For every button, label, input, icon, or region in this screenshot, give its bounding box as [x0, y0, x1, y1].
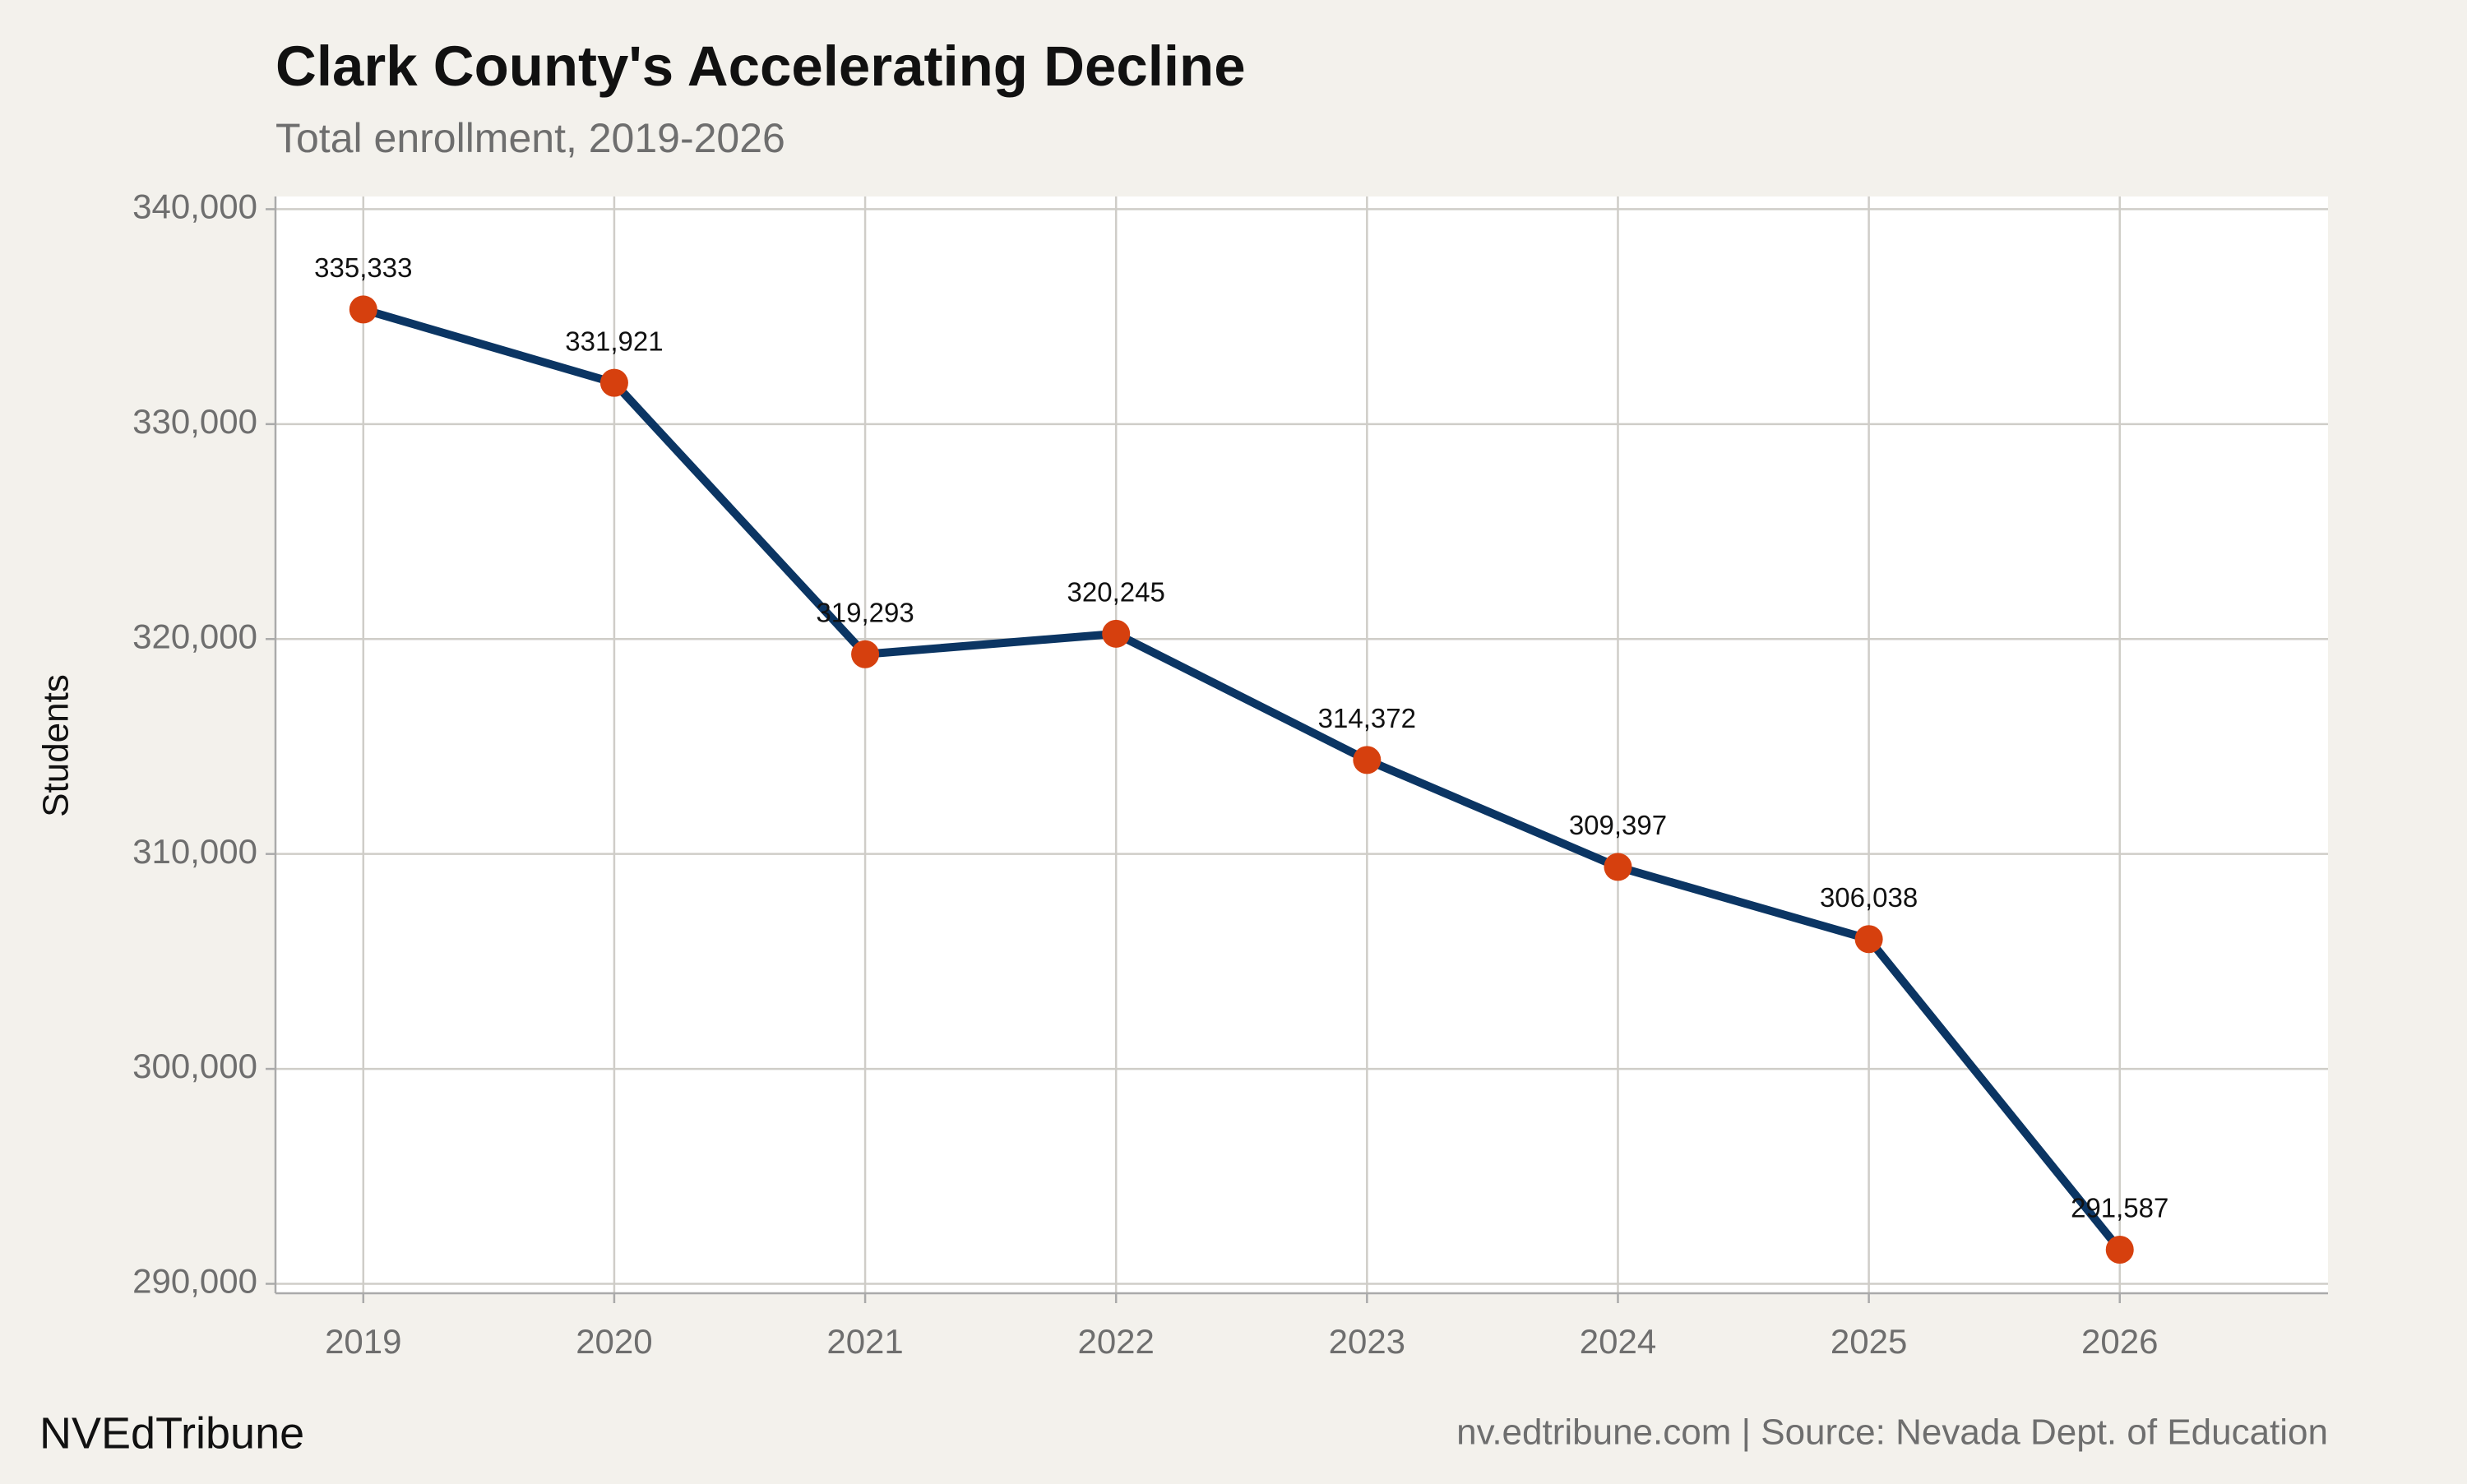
data-label: 309,397 — [1569, 810, 1667, 840]
y-tick-label: 310,000 — [132, 832, 257, 871]
marker — [1102, 619, 1131, 648]
marker — [349, 295, 377, 324]
line — [362, 305, 2123, 1253]
y-tick-label: 300,000 — [132, 1047, 257, 1085]
marker — [1604, 853, 1632, 881]
y-tick-label: 340,000 — [132, 187, 257, 226]
x-tick-label: 2026 — [2081, 1322, 2158, 1361]
y-axis-label: Students — [36, 674, 76, 817]
data-label: 319,293 — [816, 597, 914, 627]
brand: NVEdTribune — [39, 1408, 304, 1458]
x-tick-label: 2020 — [576, 1322, 652, 1361]
x-tick-label: 2024 — [1580, 1322, 1656, 1361]
marker — [851, 640, 880, 668]
data-label: 314,372 — [1318, 703, 1416, 733]
x-tick-label: 2023 — [1329, 1322, 1405, 1361]
x-tick-label: 2022 — [1077, 1322, 1154, 1361]
x-tick-label: 2025 — [1831, 1322, 1907, 1361]
y-tick-label: 290,000 — [132, 1262, 257, 1301]
x-tick-label: 2021 — [826, 1322, 903, 1361]
marker — [1353, 746, 1382, 774]
data-label: 306,038 — [1820, 882, 1918, 913]
chart-subtitle: Total enrollment, 2019-2026 — [275, 115, 785, 161]
marker — [1854, 925, 1883, 954]
data-label: 291,587 — [2071, 1193, 2168, 1223]
y-tick-label: 320,000 — [132, 617, 257, 655]
data-label: 335,333 — [314, 252, 412, 283]
x-tick-label: 2019 — [325, 1322, 401, 1361]
data-label: 331,921 — [565, 326, 663, 356]
source: nv.edtribune.com | Source: Nevada Dept. … — [1456, 1412, 2328, 1453]
marker — [599, 368, 628, 397]
y-tick-label: 330,000 — [132, 402, 257, 441]
marker — [2105, 1236, 2134, 1264]
data-label: 320,245 — [1067, 577, 1165, 608]
chart-title: Clark County's Accelerating Decline — [275, 35, 1246, 98]
